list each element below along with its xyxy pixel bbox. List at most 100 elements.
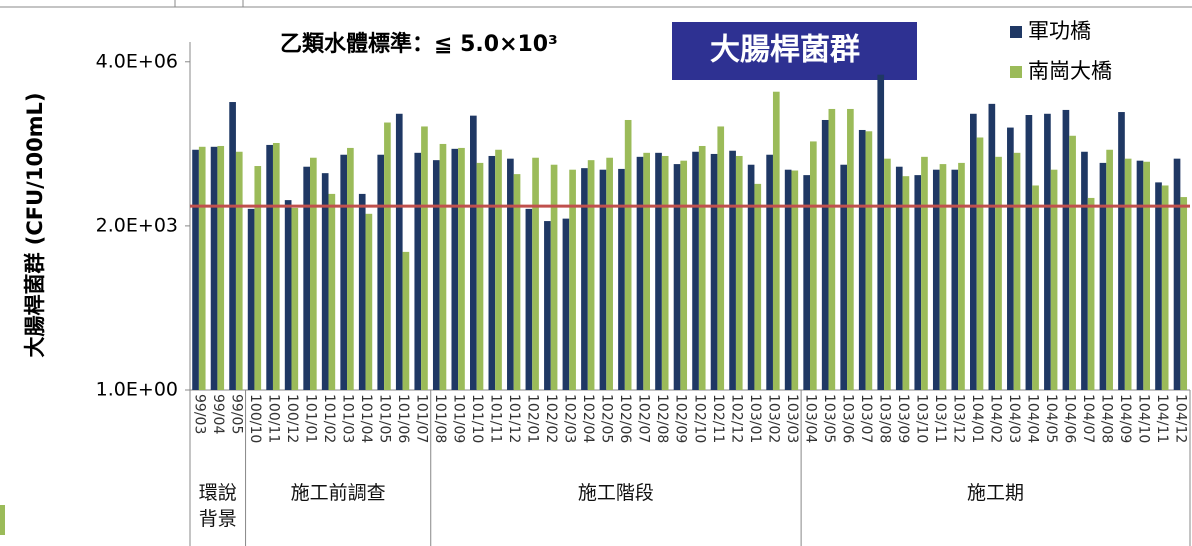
x-tick-label: 102/07 bbox=[636, 394, 652, 443]
bar bbox=[717, 126, 725, 391]
bar bbox=[458, 147, 465, 390]
bar bbox=[384, 122, 391, 390]
bar bbox=[729, 150, 736, 390]
bar bbox=[606, 157, 613, 390]
bar bbox=[569, 169, 576, 390]
bar bbox=[229, 102, 236, 390]
bar bbox=[284, 200, 292, 390]
group-label: 環說背景 bbox=[198, 482, 237, 530]
x-tick-label: 104/04 bbox=[1025, 394, 1041, 443]
bar bbox=[618, 168, 625, 390]
bar bbox=[476, 162, 484, 390]
x-tick-label: 103/10 bbox=[913, 394, 929, 443]
x-tick-label: 102/05 bbox=[599, 394, 615, 443]
x-tick-label: 104/11 bbox=[1154, 394, 1170, 443]
bar bbox=[624, 119, 632, 390]
y-tick-label: 1.0E+00 bbox=[96, 379, 178, 401]
bar bbox=[865, 131, 873, 391]
bar bbox=[1143, 161, 1150, 390]
bar bbox=[1173, 158, 1181, 390]
bar bbox=[680, 160, 688, 390]
bar bbox=[698, 145, 706, 390]
x-tick-label: 101/08 bbox=[432, 394, 448, 443]
bar bbox=[766, 154, 773, 390]
bar bbox=[254, 166, 262, 390]
bar bbox=[821, 119, 829, 390]
bar bbox=[895, 166, 903, 390]
x-tick-label: 103/02 bbox=[765, 394, 781, 443]
bar bbox=[470, 115, 477, 390]
bar bbox=[932, 169, 940, 390]
x-tick-label: 102/09 bbox=[673, 394, 689, 443]
bar bbox=[828, 108, 836, 390]
x-tick-label: 101/04 bbox=[358, 394, 374, 443]
badge-box bbox=[672, 22, 917, 80]
x-tick-label: 101/03 bbox=[339, 394, 355, 443]
bar bbox=[310, 157, 317, 390]
bar bbox=[303, 166, 310, 390]
bar bbox=[210, 146, 218, 390]
x-tick-label: 103/07 bbox=[858, 394, 874, 443]
chart-title: 乙類水體標準：≦ 5.0×10³ bbox=[280, 31, 558, 57]
bar bbox=[655, 152, 662, 390]
bar bbox=[192, 149, 199, 390]
x-tick-label: 101/09 bbox=[451, 394, 467, 443]
bar bbox=[1050, 169, 1058, 390]
bar bbox=[439, 143, 447, 390]
x-tick-label: 101/12 bbox=[506, 394, 522, 443]
bar bbox=[754, 183, 762, 390]
bar bbox=[840, 164, 848, 390]
x-tick-label: 104/02 bbox=[988, 394, 1004, 443]
x-tick-label: 100/12 bbox=[284, 394, 300, 443]
bar bbox=[562, 218, 570, 390]
legend-swatch bbox=[1010, 66, 1022, 78]
bar bbox=[692, 151, 699, 390]
bar bbox=[970, 113, 977, 390]
x-tick-label: 101/07 bbox=[413, 394, 429, 443]
group-label: 施工前調查 bbox=[290, 482, 386, 504]
bar bbox=[1118, 112, 1125, 390]
bar bbox=[402, 251, 410, 390]
bar bbox=[266, 144, 273, 390]
bar bbox=[377, 154, 385, 390]
x-tick-label: 99/04 bbox=[210, 394, 226, 434]
bar bbox=[421, 126, 428, 391]
x-tick-label: 102/11 bbox=[710, 394, 726, 443]
x-tick-label: 102/12 bbox=[728, 394, 744, 443]
group-label: 施工期 bbox=[967, 482, 1025, 504]
bar bbox=[451, 148, 459, 390]
x-tick-label: 103/05 bbox=[821, 394, 837, 443]
bar bbox=[235, 151, 243, 390]
edge-mark bbox=[0, 505, 5, 535]
bar bbox=[587, 160, 595, 390]
bar bbox=[525, 208, 533, 390]
bar bbox=[291, 207, 299, 390]
bar bbox=[884, 158, 891, 390]
legend-label: 南崗大橋 bbox=[1028, 59, 1112, 83]
x-tick-label: 102/04 bbox=[580, 394, 596, 443]
bar bbox=[951, 169, 959, 390]
y-tick-label: 2.0E+03 bbox=[96, 214, 178, 236]
bar bbox=[532, 157, 539, 390]
x-tick-label: 104/06 bbox=[1062, 394, 1078, 443]
bar bbox=[247, 208, 255, 390]
bar bbox=[328, 193, 336, 390]
x-tick-label: 104/01 bbox=[969, 394, 985, 443]
x-tick-label: 104/10 bbox=[1136, 394, 1152, 443]
bar bbox=[976, 137, 984, 390]
bar bbox=[365, 213, 373, 390]
x-tick-label: 101/11 bbox=[488, 394, 504, 443]
bar bbox=[414, 152, 422, 390]
x-tick-label: 103/01 bbox=[747, 394, 763, 443]
bar bbox=[550, 164, 558, 390]
x-tick-label: 104/07 bbox=[1080, 394, 1096, 443]
x-tick-label: 101/10 bbox=[469, 394, 485, 443]
bar bbox=[581, 168, 588, 390]
bar bbox=[198, 146, 206, 390]
bar bbox=[513, 174, 521, 390]
bar bbox=[1155, 182, 1162, 390]
bar bbox=[358, 193, 366, 390]
x-tick-label: 102/06 bbox=[617, 394, 633, 443]
bar bbox=[347, 147, 354, 390]
